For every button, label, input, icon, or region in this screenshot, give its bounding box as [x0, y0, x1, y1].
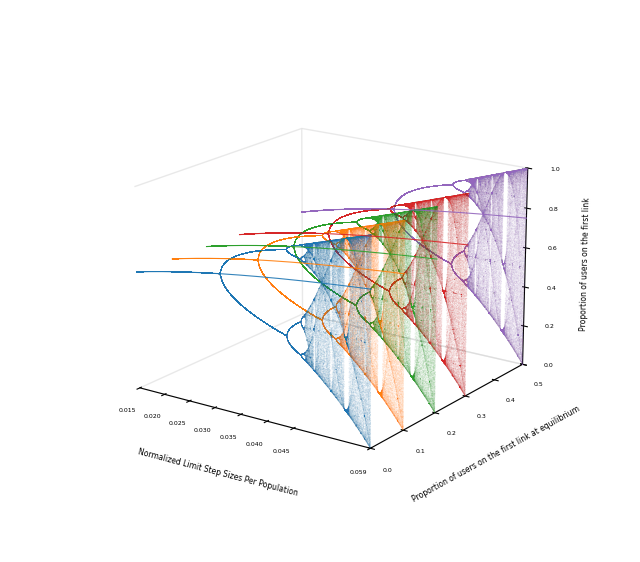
Y-axis label: Proportion of users on the first link at equilibrium: Proportion of users on the first link at… [410, 404, 581, 504]
X-axis label: Normalized Limit Step Sizes Per Population: Normalized Limit Step Sizes Per Populati… [138, 447, 299, 498]
